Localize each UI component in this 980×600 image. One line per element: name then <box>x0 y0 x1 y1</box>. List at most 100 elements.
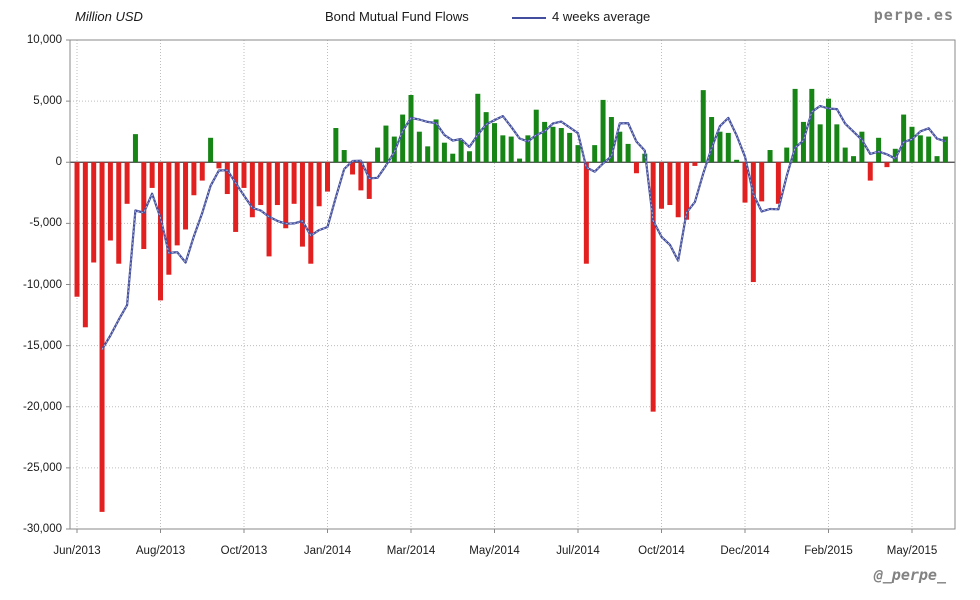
inflow-bar-week-55 <box>525 135 531 163</box>
inflow-bar-week-37 <box>375 147 381 163</box>
inflow-bar-week-45 <box>441 142 447 163</box>
outflow-bar-week-72 <box>667 162 673 206</box>
inflow-bar-week-58 <box>550 126 556 163</box>
outflow-bar-week-98 <box>884 162 890 168</box>
outflow-bar-week-3 <box>91 162 97 263</box>
x-axis-tick-label: Oct/2013 <box>220 545 268 557</box>
moving-average-line-hatch <box>101 105 946 350</box>
outflow-bar-week-12 <box>166 162 172 275</box>
inflow-bar-week-48 <box>466 151 472 163</box>
outflow-bar-week-31 <box>325 162 330 192</box>
outflow-bar-week-11 <box>158 162 163 301</box>
outflow-bar-week-2 <box>82 162 88 328</box>
inflow-bar-week-90 <box>817 124 823 163</box>
inflow-bar-week-8 <box>132 134 138 163</box>
inflow-bar-week-54 <box>517 158 523 163</box>
x-axis-tick-label: Feb/2015 <box>804 545 853 557</box>
x-axis-tick-label: May/2014 <box>469 545 520 557</box>
inflow-bar-week-67 <box>625 143 631 163</box>
inflow-bar-week-84 <box>767 150 773 163</box>
outflow-bar-week-81 <box>742 162 748 203</box>
inflow-bar-week-65 <box>608 117 614 163</box>
inflow-bar-week-46 <box>450 153 456 163</box>
inflow-bar-week-99 <box>892 148 898 163</box>
outflow-bar-week-71 <box>659 162 664 209</box>
outflow-bar-week-25 <box>274 162 280 206</box>
outflow-bar-week-10 <box>149 162 155 188</box>
x-axis-tick-label: Jul/2014 <box>556 545 600 557</box>
inflow-bar-week-40 <box>400 114 406 163</box>
outflow-bar-week-15 <box>191 162 197 196</box>
outflow-bar-week-24 <box>266 162 272 257</box>
inflow-bar-week-60 <box>567 132 573 163</box>
inflow-bar-week-63 <box>592 145 598 163</box>
outflow-bar-week-20 <box>233 162 239 232</box>
outflow-bar-week-29 <box>308 162 314 264</box>
inflow-bar-week-33 <box>341 150 347 163</box>
inflow-bar-week-86 <box>784 147 790 163</box>
inflow-bar-week-50 <box>483 112 489 163</box>
inflow-bar-week-43 <box>425 146 431 163</box>
outflow-bar-week-14 <box>183 162 189 230</box>
outflow-bar-week-85 <box>775 162 781 204</box>
x-axis-tick-label: Oct/2014 <box>638 545 685 557</box>
outflow-bar-week-83 <box>759 162 765 202</box>
inflow-bar-week-97 <box>876 137 882 163</box>
inflow-bar-week-17 <box>208 137 214 163</box>
legend: 4 weeks average <box>512 9 650 24</box>
y-axis-tick-label: -5,000 <box>29 217 62 230</box>
x-axis-tick-label: May/2015 <box>886 545 938 557</box>
outflow-bar-week-30 <box>316 162 322 207</box>
outflow-bar-week-73 <box>675 162 681 218</box>
y-axis-tick-label: -20,000 <box>22 400 62 413</box>
outflow-bar-week-6 <box>116 162 122 264</box>
outflow-bar-week-23 <box>258 162 264 206</box>
inflow-bar-week-94 <box>851 156 857 163</box>
outflow-bar-week-75 <box>692 162 698 166</box>
y-axis-tick-label: 5,000 <box>33 95 62 108</box>
legend-line-swatch <box>512 17 546 19</box>
y-axis-tick-label: 0 <box>55 156 62 169</box>
y-axis-tick-label: -10,000 <box>22 278 62 291</box>
chart-title: Bond Mutual Fund Flows <box>325 9 469 24</box>
outflow-bar-week-36 <box>366 162 372 199</box>
outflow-bar-week-4 <box>99 162 105 512</box>
inflow-bar-week-47 <box>458 140 464 163</box>
x-axis-tick-label: Aug/2013 <box>135 545 186 557</box>
x-axis-tick-label: Mar/2014 <box>386 545 436 557</box>
inflow-bar-week-88 <box>800 121 806 163</box>
inflow-bar-week-89 <box>809 88 815 163</box>
y-axis-tick-label: -30,000 <box>22 523 62 535</box>
inflow-bar-week-87 <box>792 88 798 163</box>
outflow-bar-week-82 <box>750 162 756 283</box>
outflow-bar-week-62 <box>583 162 589 264</box>
plot-frame <box>69 39 956 530</box>
inflow-bar-week-102 <box>917 135 923 163</box>
signature-handle: @_perpe_ <box>873 566 946 584</box>
inflow-bar-week-59 <box>558 128 564 163</box>
outflow-bar-week-22 <box>249 162 255 218</box>
inflow-bar-week-100 <box>901 114 907 163</box>
inflow-bar-week-105 <box>942 136 948 163</box>
outflow-bar-week-28 <box>299 162 305 247</box>
inflow-bar-week-38 <box>383 125 389 163</box>
inflow-bar-week-104 <box>934 156 940 163</box>
inflow-bar-week-51 <box>492 123 497 163</box>
inflow-bar-week-66 <box>617 131 623 163</box>
inflow-bar-week-93 <box>842 147 848 163</box>
inflow-bar-week-77 <box>709 117 715 163</box>
y-axis-tick-label: -25,000 <box>22 461 62 474</box>
outflow-bar-week-7 <box>124 162 130 204</box>
inflow-bar-week-91 <box>826 98 831 163</box>
outflow-bar-week-68 <box>633 162 639 174</box>
x-axis-tick-label: Jun/2013 <box>53 545 101 557</box>
inflow-bar-week-78 <box>717 131 723 163</box>
inflow-bar-week-53 <box>508 136 514 163</box>
inflow-bar-week-76 <box>700 90 706 163</box>
x-axis-tick-label: Dec/2014 <box>720 545 770 557</box>
outflow-bar-week-5 <box>107 162 113 241</box>
outflow-bar-week-1 <box>74 162 80 297</box>
outflow-bar-week-70 <box>650 162 656 412</box>
